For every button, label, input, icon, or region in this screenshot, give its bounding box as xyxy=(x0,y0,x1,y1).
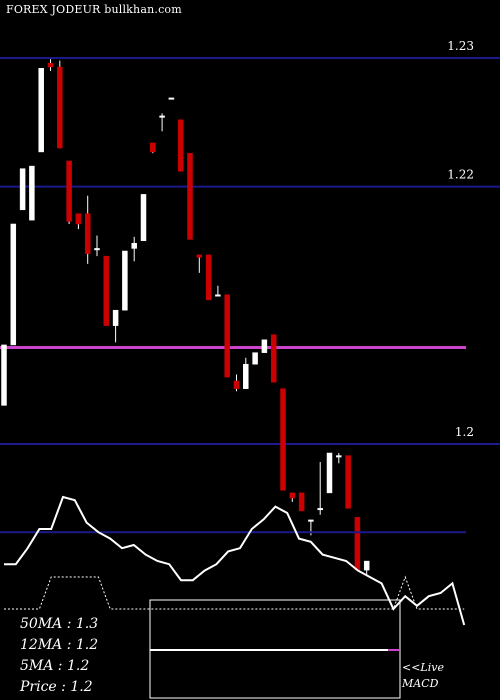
candle-up xyxy=(308,519,314,522)
candle-down xyxy=(57,66,63,149)
ma5-readout: 5MA : 1.2 xyxy=(20,658,90,674)
macd-label: MACD xyxy=(402,677,439,690)
candle-up xyxy=(131,243,137,249)
candle-down xyxy=(270,334,277,383)
candle-up xyxy=(10,223,17,346)
candle-up xyxy=(1,344,7,406)
ma12-readout: 12MA : 1.2 xyxy=(20,637,99,653)
candle-down xyxy=(196,254,203,258)
moving-average-summary: 50MA : 1.3 12MA : 1.2 5MA : 1.2 Price : … xyxy=(20,614,98,698)
live-label: <<Live xyxy=(402,661,444,674)
candle-up xyxy=(215,294,221,297)
live-macd-link[interactable]: <<Live MACD xyxy=(402,660,444,692)
candle-down xyxy=(75,213,82,225)
candle-down xyxy=(205,254,212,301)
candle-up xyxy=(252,352,258,365)
candle-down xyxy=(280,388,286,491)
indicator-signal-line xyxy=(4,575,465,610)
price-tick-label: 1.22 xyxy=(447,168,474,182)
candle-down xyxy=(150,142,156,153)
price-tick-labels: 1.23 1.22 1.2 xyxy=(447,39,474,439)
candle-down xyxy=(345,455,351,509)
candle-down xyxy=(354,517,361,571)
candle-up xyxy=(19,168,26,211)
candle-up xyxy=(261,339,268,353)
chart-title: FOREX JODEUR bullkhan.com xyxy=(6,3,182,16)
price-tick-label: 1.23 xyxy=(447,39,474,53)
candle-up xyxy=(326,452,333,494)
candle-up xyxy=(363,560,370,571)
candle-down xyxy=(66,160,72,222)
candle-up xyxy=(38,68,44,153)
price-readout: Price : 1.2 xyxy=(20,679,93,695)
candlestick-series xyxy=(1,59,370,576)
price-gridlines xyxy=(0,57,500,445)
candle-down xyxy=(187,152,193,240)
candle-down xyxy=(47,62,54,68)
candle-up xyxy=(94,248,100,251)
candle-down xyxy=(103,255,110,326)
candle-down xyxy=(289,492,296,499)
candle-up xyxy=(159,115,165,118)
price-tick-label: 1.2 xyxy=(455,425,474,439)
candle-up xyxy=(168,97,175,100)
candle-down xyxy=(224,294,230,378)
candle-down xyxy=(233,380,240,389)
candle-up xyxy=(122,250,128,311)
candle-up xyxy=(317,508,323,511)
candle-up xyxy=(112,309,119,326)
ma50-readout: 50MA : 1.3 xyxy=(20,616,99,632)
candle-up xyxy=(140,194,147,241)
candle-down xyxy=(177,119,184,172)
candle-down xyxy=(298,492,305,512)
candle-up xyxy=(29,165,35,221)
candle-up xyxy=(243,363,249,389)
candle-up xyxy=(336,455,342,458)
indicator-panel xyxy=(0,495,466,626)
candle-down xyxy=(84,213,91,254)
indicator-line xyxy=(4,495,466,626)
